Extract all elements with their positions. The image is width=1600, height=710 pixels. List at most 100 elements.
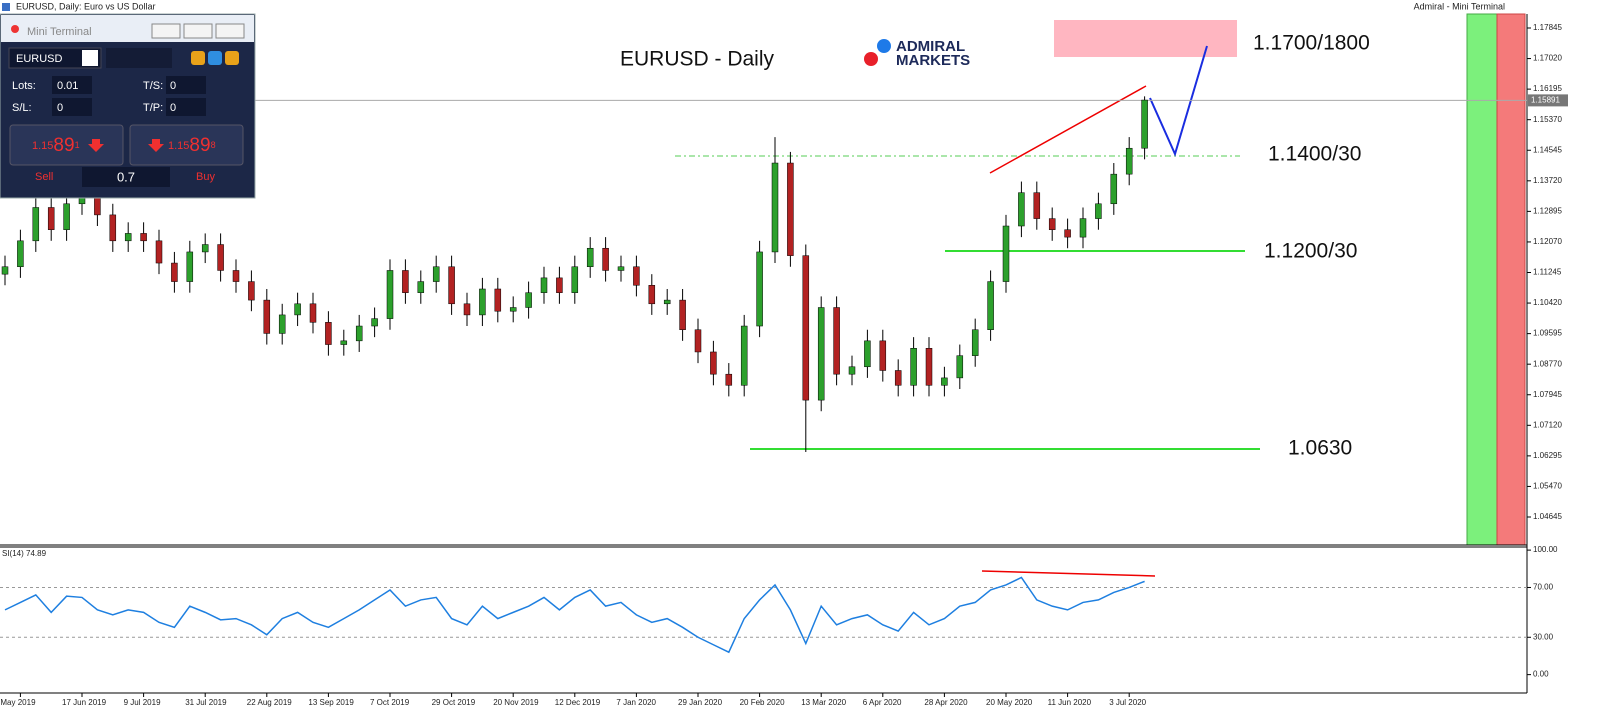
sell-button[interactable] (9, 124, 124, 166)
y-tick-label: 1.06295 (1533, 451, 1562, 460)
level-label: 1.1700/1800 (1253, 32, 1370, 55)
x-tick-label: 31 Jul 2019 (185, 698, 227, 707)
maximize-button[interactable] (183, 23, 213, 39)
candle-body (817, 307, 825, 401)
field-value: 0 (57, 102, 63, 114)
tp-input[interactable] (166, 98, 206, 116)
candle-body (371, 318, 378, 327)
symbol-select[interactable] (8, 47, 102, 69)
candle-body (617, 266, 625, 271)
candle-body (1125, 147, 1133, 175)
candle-body (479, 288, 486, 316)
x-tick-label: 28 Apr 2020 (924, 698, 968, 707)
projection-arrow (1149, 45, 1208, 157)
x-tick-label: 29 Jan 2020 (678, 698, 723, 707)
y-tick-label: 1.04645 (1533, 512, 1562, 521)
candle-body (309, 303, 317, 323)
candle-body (1095, 203, 1102, 219)
candle-body (864, 340, 871, 368)
spread-box (82, 167, 170, 187)
icon-button[interactable] (191, 51, 205, 65)
candle-body (140, 233, 147, 242)
lots-input[interactable] (52, 76, 92, 94)
candle-body (679, 299, 686, 330)
logo-dot (877, 39, 891, 53)
x-tick-label: 29 Oct 2019 (432, 698, 476, 707)
logo-text: ADMIRAL (896, 38, 965, 55)
y-tick-label: 1.13720 (1533, 176, 1562, 185)
candle-body (540, 277, 548, 293)
red-bar (1496, 13, 1526, 546)
candle-body (663, 299, 671, 305)
x-tick-label: 7 Oct 2019 (370, 698, 410, 707)
sl-input[interactable] (52, 98, 92, 116)
x-tick-label: 20 May 2020 (986, 698, 1033, 707)
candle-body (710, 351, 717, 375)
candle-body (32, 207, 40, 242)
rsi-line (4, 576, 1145, 654)
minimize-button[interactable] (151, 23, 181, 39)
y-tick-label: 1.07120 (1533, 420, 1562, 429)
level-label: 1.0630 (1288, 437, 1352, 460)
candle-body (155, 240, 163, 264)
candle-body (47, 207, 55, 230)
candle-body (586, 247, 594, 268)
symbol: EURUSD (16, 53, 63, 65)
candle-body (771, 162, 779, 253)
symbol-input[interactable] (106, 48, 172, 68)
candle-body (1064, 229, 1071, 238)
candle-body (941, 377, 948, 386)
candle-body (325, 322, 332, 345)
candle-body (124, 233, 132, 242)
candle-body (525, 292, 532, 308)
candle-body (648, 285, 656, 305)
current-price-label: 1.15891 (1531, 95, 1560, 104)
logo-text: MARKETS (896, 52, 970, 69)
candle-body (1048, 218, 1056, 230)
settings-button[interactable] (208, 51, 222, 65)
dropdown-button[interactable] (82, 50, 98, 66)
candle-body (740, 325, 748, 386)
candle-body (971, 329, 979, 356)
icon-button[interactable] (225, 51, 239, 65)
candle-body (833, 307, 840, 375)
ts-input[interactable] (166, 76, 206, 94)
candle-body (633, 266, 640, 286)
candle-body (725, 373, 733, 386)
x-tick-label: 13 Mar 2020 (801, 698, 846, 707)
terminal-body (0, 13, 256, 199)
rsi-label: SI(14) 74.89 (2, 549, 47, 558)
candle-body (201, 244, 209, 253)
close-button[interactable] (215, 23, 245, 39)
y-tick-label: 1.15370 (1533, 115, 1562, 124)
chart-icon (2, 3, 10, 11)
y-tick-label: 1.10420 (1533, 298, 1562, 307)
candle-body (1033, 192, 1041, 219)
y-tick-label: 1.07945 (1533, 390, 1562, 399)
candle-body (340, 340, 348, 345)
field-label: T/S: (143, 80, 163, 92)
candle-body (1079, 218, 1087, 238)
y-tick-label: 1.12895 (1533, 206, 1562, 215)
candle-body (894, 370, 902, 386)
candle-body (1141, 99, 1148, 149)
buy-button[interactable] (129, 124, 244, 166)
y-tick-label: 1.12070 (1533, 237, 1562, 246)
x-tick-label: 3 Jul 2020 (1109, 698, 1146, 707)
y-tick-label: 1.17845 (1533, 23, 1562, 32)
level-label: 1.1200/30 (1264, 240, 1357, 263)
candle-body (602, 247, 609, 271)
y-tick-label: 30.00 (1533, 632, 1554, 641)
candle-body (355, 325, 363, 342)
candle-body (463, 303, 471, 316)
sell-price: 1.15891 (32, 135, 80, 156)
candle-body (294, 303, 301, 316)
x-tick-label: 17 Jun 2019 (62, 698, 107, 707)
terminal-icon (11, 25, 19, 33)
y-tick-label: 1.09595 (1533, 329, 1562, 338)
candle-body (556, 277, 563, 293)
candle-body (417, 281, 425, 293)
x-tick-label: 9 Jul 2019 (124, 698, 161, 707)
green-bar (1466, 13, 1498, 546)
